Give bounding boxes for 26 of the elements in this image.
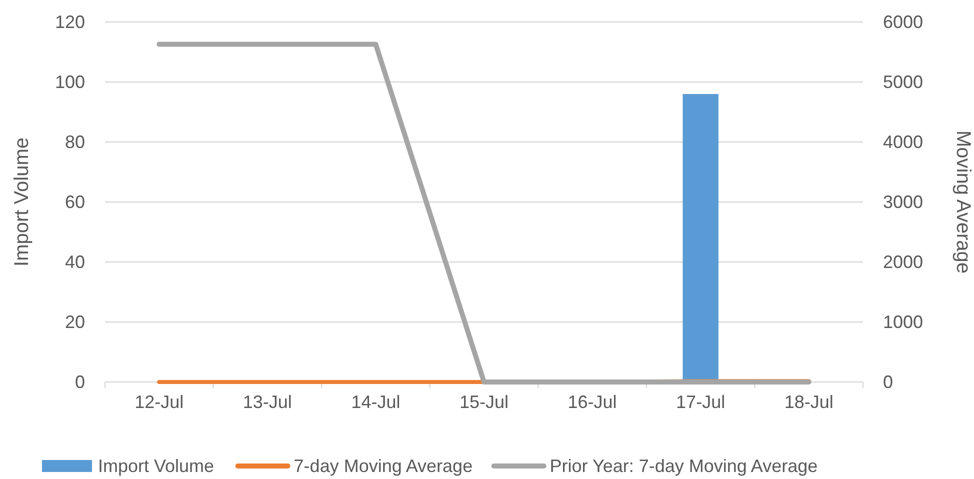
y-tick-label: 40 [64, 252, 85, 272]
y2-tick-label: 2000 [883, 252, 924, 272]
y2-tick-label: 6000 [883, 12, 924, 32]
x-tick-label: 14-Jul [351, 392, 400, 412]
y-tick-label: 60 [64, 192, 85, 212]
y2-axis-title: Moving Average [952, 130, 974, 274]
y2-tick-label: 4000 [883, 132, 924, 152]
x-tick-label: 12-Jul [134, 392, 184, 412]
legend-label: Prior Year: 7-day Moving Average [550, 456, 818, 476]
y2-tick-label: 1000 [883, 312, 924, 332]
x-tick-label: 13-Jul [242, 392, 292, 412]
x-tick-label: 17-Jul [676, 392, 726, 412]
y-tick-label: 80 [64, 132, 85, 152]
x-tick-label: 18-Jul [784, 392, 834, 412]
y-tick-label: 0 [74, 372, 85, 392]
x-tick-label: 16-Jul [568, 392, 617, 412]
legend-label: 7-day Moving Average [294, 456, 473, 476]
y-tick-label: 20 [64, 312, 85, 332]
legend-label: Import Volume [98, 456, 214, 476]
y2-tick-label: 5000 [883, 72, 924, 92]
y-axis-title: Import Volume [11, 138, 33, 266]
x-tick-label: 15-Jul [459, 392, 509, 412]
y2-tick-label: 3000 [883, 192, 924, 212]
y-tick-label: 100 [54, 72, 85, 92]
y-tick-label: 120 [54, 12, 85, 32]
y2-tick-label: 0 [883, 372, 894, 392]
